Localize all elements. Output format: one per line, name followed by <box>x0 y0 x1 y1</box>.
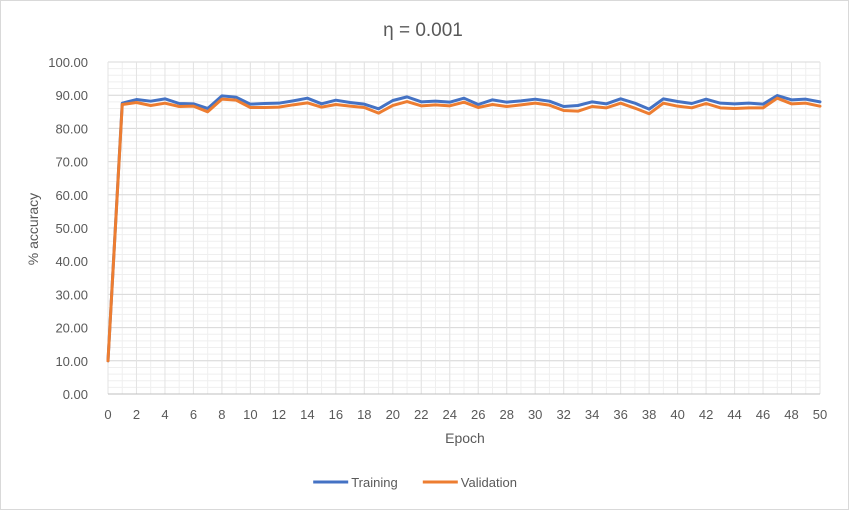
chart-title: η = 0.001 <box>383 20 463 41</box>
x-axis-ticks: 0 2 4 6 8 10 12 14 16 18 20 22 24 26 28 30 32 34 36 38 40 42 4… <box>104 407 827 422</box>
x-tick-label: 0 <box>104 407 111 422</box>
y-tick-label: 40.00 <box>55 254 88 269</box>
x-tick-label: 4 <box>161 407 168 422</box>
x-tick-label: 40 <box>670 407 684 422</box>
y-tick-label: 50.00 <box>55 221 88 236</box>
legend-label-validation: Validation <box>461 475 517 490</box>
x-tick-label: 18 <box>357 407 371 422</box>
x-tick-label: 44 <box>727 407 741 422</box>
y-tick-label: 100.00 <box>48 55 88 70</box>
x-tick-label: 28 <box>499 407 513 422</box>
x-tick-label: 2 <box>133 407 140 422</box>
x-tick-label: 46 <box>756 407 770 422</box>
series-line-training <box>106 94 822 363</box>
y-tick-label: 80.00 <box>55 121 88 136</box>
x-axis-title: Epoch <box>445 430 485 446</box>
x-tick-label: 26 <box>471 407 485 422</box>
x-tick-label: 10 <box>243 407 257 422</box>
y-tick-label: 90.00 <box>55 88 88 103</box>
x-tick-label: 32 <box>556 407 570 422</box>
y-tick-label: 30.00 <box>55 287 88 302</box>
y-tick-label: 70.00 <box>55 155 88 170</box>
x-tick-label: 36 <box>613 407 627 422</box>
x-tick-label: 38 <box>642 407 656 422</box>
x-tick-label: 34 <box>585 407 599 422</box>
x-tick-label: 14 <box>300 407 314 422</box>
x-tick-label: 48 <box>784 407 798 422</box>
y-tick-label: 0.00 <box>63 387 88 402</box>
x-tick-label: 16 <box>329 407 343 422</box>
series-line-validation <box>106 96 822 363</box>
major-gridlines <box>107 61 821 395</box>
x-tick-label: 6 <box>190 407 197 422</box>
legend-label-training: Training <box>351 475 397 490</box>
x-tick-label: 24 <box>443 407 457 422</box>
y-axis-title: % accuracy <box>25 193 41 265</box>
y-axis-ticks: 0.00 10.00 20.00 30.00 40.00 50.00 60.00 70.00 8… <box>48 55 88 402</box>
y-tick-label: 60.00 <box>55 188 88 203</box>
legend: Training Validation <box>313 475 517 490</box>
x-tick-label: 20 <box>386 407 400 422</box>
x-tick-label: 22 <box>414 407 428 422</box>
x-tick-label: 50 <box>813 407 827 422</box>
x-tick-label: 8 <box>218 407 225 422</box>
y-tick-label: 10.00 <box>55 354 88 369</box>
x-tick-label: 42 <box>699 407 713 422</box>
x-tick-label: 12 <box>272 407 286 422</box>
series-lines <box>106 94 822 363</box>
x-tick-label: 30 <box>528 407 542 422</box>
y-tick-label: 20.00 <box>55 321 88 336</box>
